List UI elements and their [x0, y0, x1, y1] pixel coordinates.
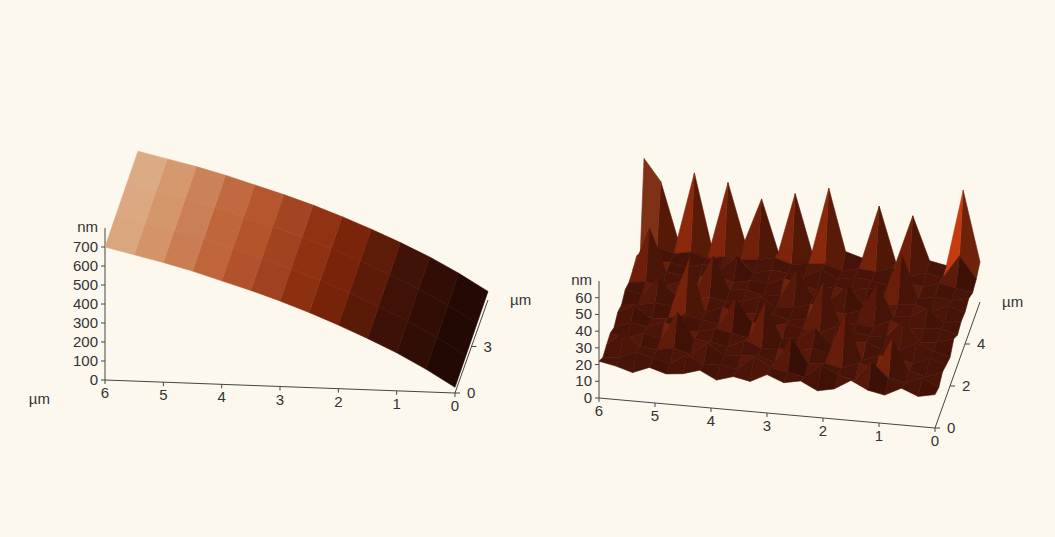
svg-text:10: 10	[575, 372, 592, 389]
svg-text:0: 0	[931, 432, 939, 449]
svg-text:4: 4	[217, 388, 225, 405]
svg-text:1: 1	[875, 427, 883, 444]
svg-text:20: 20	[575, 356, 592, 373]
svg-text:60: 60	[575, 289, 592, 306]
svg-text:0: 0	[451, 397, 459, 414]
svg-text:nm: nm	[571, 271, 592, 288]
svg-text:200: 200	[73, 333, 98, 350]
svg-text:µm: µm	[29, 390, 50, 407]
svg-text:300: 300	[73, 314, 98, 331]
svg-text:6: 6	[101, 384, 109, 401]
svg-text:nm: nm	[77, 218, 98, 235]
svg-text:4: 4	[707, 412, 715, 429]
svg-text:2: 2	[962, 377, 970, 394]
svg-text:50: 50	[575, 305, 592, 322]
svg-text:6: 6	[595, 402, 603, 419]
svg-text:0: 0	[467, 384, 475, 401]
svg-text:3: 3	[276, 391, 284, 408]
svg-text:0: 0	[947, 419, 955, 436]
svg-text:µm: µm	[1002, 293, 1023, 310]
svg-text:5: 5	[651, 407, 659, 424]
svg-text:40: 40	[575, 322, 592, 339]
svg-text:5: 5	[159, 386, 167, 403]
svg-text:100: 100	[73, 352, 98, 369]
svg-text:3: 3	[763, 417, 771, 434]
svg-text:30: 30	[575, 339, 592, 356]
svg-text:µm: µm	[510, 291, 531, 308]
svg-text:500: 500	[73, 276, 98, 293]
svg-text:3: 3	[484, 338, 492, 355]
svg-text:0: 0	[90, 371, 98, 388]
svg-text:600: 600	[73, 257, 98, 274]
svg-text:2: 2	[334, 393, 342, 410]
svg-text:4: 4	[977, 335, 985, 352]
svg-text:0: 0	[584, 389, 592, 406]
svg-text:700: 700	[73, 238, 98, 255]
svg-text:1: 1	[392, 395, 400, 412]
svg-text:400: 400	[73, 295, 98, 312]
svg-text:2: 2	[819, 422, 827, 439]
